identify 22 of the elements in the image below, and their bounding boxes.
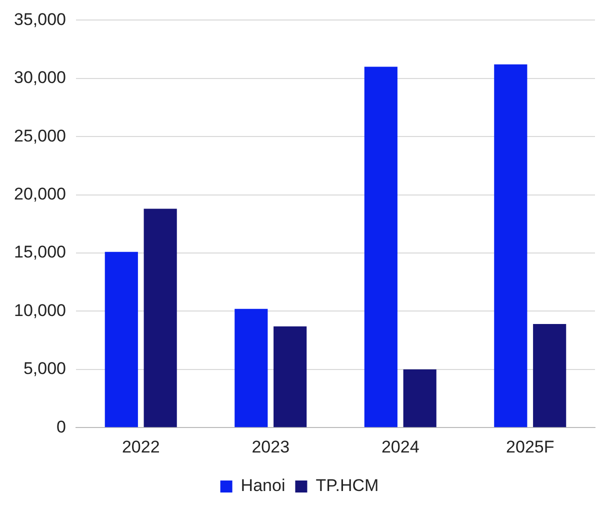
y-tick-label: 35,000 [14,10,66,29]
bar [104,252,138,428]
y-tick-label: 0 [56,417,66,436]
bar [494,64,528,428]
bar [144,208,177,428]
bar [533,324,566,428]
x-tick-label: 2022 [122,437,160,456]
x-tick-label: 2024 [381,437,420,456]
y-tick-label: 5,000 [23,359,66,378]
y-tick-label: 30,000 [14,68,66,88]
y-tick-label: 20,000 [14,184,66,204]
y-tick-label: 25,000 [14,126,66,146]
bar [234,308,268,428]
bar [364,66,398,428]
x-tick-label: 2025F [506,437,554,456]
legend-label: Hanoi [240,476,286,496]
legend-label: TP.HCM [316,476,379,496]
bar [274,326,307,428]
bar [403,369,436,428]
y-tick-label: 15,000 [14,242,66,262]
y-tick-label: 10,000 [14,300,66,320]
x-tick-label: 2023 [252,437,290,456]
